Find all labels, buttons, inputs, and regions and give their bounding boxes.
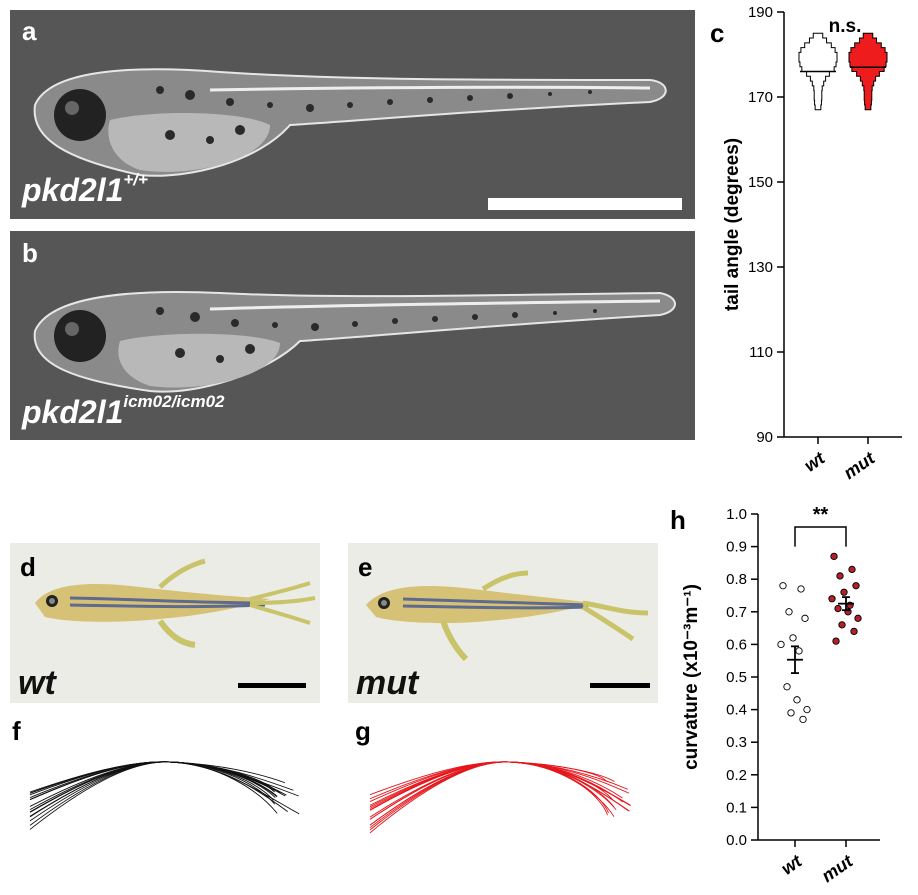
data-point-mut bbox=[852, 582, 860, 590]
genotype-label-d: wt bbox=[18, 664, 56, 702]
data-point-mut bbox=[848, 565, 856, 574]
scale-bar-d bbox=[238, 683, 306, 688]
panel-label-e: e bbox=[358, 552, 373, 582]
genotype-superscript: +/+ bbox=[123, 170, 148, 190]
chart-h-curvature: 0.0 0.1 0.2 0.3 0.4 0.5 0.6 0.7 0.8 0.9 1.0 curvatu… bbox=[681, 504, 880, 886]
panel-b-image bbox=[10, 231, 695, 440]
genotype-label-b: pkd2l1icm02/icm02 bbox=[22, 392, 225, 431]
x-tick-label: mut bbox=[840, 447, 879, 483]
y-tick-label: 0.3 bbox=[726, 734, 747, 751]
y-tick-label: 190 bbox=[748, 4, 773, 21]
y-tick-label: 110 bbox=[749, 344, 773, 361]
body-trace bbox=[29, 761, 286, 817]
data-point-wt bbox=[799, 715, 807, 724]
data-point-wt bbox=[779, 582, 787, 590]
data-point-wt bbox=[783, 683, 791, 691]
panel-label-a: a bbox=[22, 16, 37, 46]
data-point-mut bbox=[836, 572, 844, 580]
data-point-mut bbox=[838, 621, 846, 629]
data-point-mut bbox=[828, 595, 836, 603]
significance-label: n.s. bbox=[829, 16, 862, 37]
panel-label-g: g bbox=[355, 716, 371, 746]
panel-a-image bbox=[10, 10, 695, 219]
significance-bracket bbox=[794, 526, 847, 547]
data-point-mut bbox=[830, 552, 838, 561]
data-point-mut bbox=[834, 604, 842, 613]
significance-label: ** bbox=[813, 504, 829, 526]
body-trace bbox=[369, 761, 624, 811]
scale-bar-e bbox=[590, 683, 650, 688]
scale-bar-a bbox=[488, 198, 682, 210]
body-trace bbox=[369, 761, 615, 826]
data-point-mut bbox=[850, 627, 858, 636]
y-tick-label: 90 bbox=[756, 429, 773, 446]
genotype-label-a: pkd2l1+/+ bbox=[22, 170, 148, 209]
panel-label-c: c bbox=[710, 18, 725, 48]
data-point-wt bbox=[785, 608, 793, 616]
body-trace bbox=[369, 761, 615, 834]
data-point-wt bbox=[787, 709, 795, 717]
data-point-wt bbox=[795, 647, 803, 655]
adult-fish-wt-illustration bbox=[35, 558, 316, 648]
body-trace bbox=[29, 761, 278, 814]
data-point-wt bbox=[793, 696, 801, 704]
body-trace bbox=[369, 761, 630, 831]
y-tick-label: 0.6 bbox=[726, 636, 747, 653]
data-point-mut bbox=[840, 588, 848, 596]
panel-label-d: d bbox=[20, 552, 36, 582]
panel-label-f: f bbox=[12, 716, 21, 746]
y-tick-label: 0.1 bbox=[726, 799, 747, 816]
data-point-wt bbox=[803, 705, 811, 714]
body-trace bbox=[29, 761, 294, 807]
x-tick-label: mut bbox=[818, 850, 857, 886]
body-trace bbox=[29, 761, 278, 826]
body-traces-mut bbox=[369, 761, 631, 834]
data-point-mut bbox=[832, 637, 840, 645]
larva-a-illustration bbox=[33, 68, 667, 177]
y-axis-title: curvature (x10⁻³m⁻¹) bbox=[681, 584, 702, 770]
x-tick-label: wt bbox=[777, 850, 806, 878]
y-tick-label: 0.4 bbox=[726, 702, 747, 719]
genotype-superscript: icm02/icm02 bbox=[123, 392, 225, 412]
panel-label-h: h bbox=[670, 505, 686, 535]
y-tick-label: 0.7 bbox=[726, 604, 747, 621]
panel-e-image bbox=[348, 543, 658, 703]
violin-mut bbox=[848, 32, 888, 111]
y-tick-label: 0.8 bbox=[726, 571, 747, 588]
adult-fish-mut-illustration bbox=[366, 570, 649, 662]
body-trace bbox=[29, 761, 278, 830]
chart-c-tail-angle: 90 110 130 150 170 190 tail angle (degrees) wt m… bbox=[722, 4, 902, 483]
data-point-mut bbox=[854, 614, 862, 622]
y-tick-label: 0.2 bbox=[726, 767, 747, 784]
y-tick-label: 1.0 bbox=[726, 506, 747, 523]
y-tick-label: 0.9 bbox=[726, 539, 747, 556]
larva-b-illustration bbox=[33, 291, 676, 393]
data-point-wt bbox=[789, 634, 797, 642]
y-tick-label: 150 bbox=[748, 174, 773, 191]
data-point-wt bbox=[801, 614, 809, 622]
genotype-label-e: mut bbox=[356, 664, 419, 702]
genotype-name: pkd2l1 bbox=[22, 172, 124, 208]
data-point-wt bbox=[777, 640, 785, 649]
y-tick-label: 0.5 bbox=[726, 669, 747, 686]
y-tick-label: 170 bbox=[748, 89, 773, 106]
y-tick-label: 130 bbox=[748, 259, 773, 276]
panel-d-image bbox=[10, 543, 320, 703]
x-tick-label: wt bbox=[800, 447, 829, 475]
body-traces-wt bbox=[29, 761, 300, 830]
panel-label-b: b bbox=[22, 238, 38, 268]
data-point-wt bbox=[797, 585, 805, 593]
genotype-name: pkd2l1 bbox=[22, 394, 124, 430]
body-trace bbox=[29, 761, 288, 813]
y-tick-label: 0.0 bbox=[726, 832, 747, 849]
y-axis-title: tail angle (degrees) bbox=[722, 138, 743, 311]
